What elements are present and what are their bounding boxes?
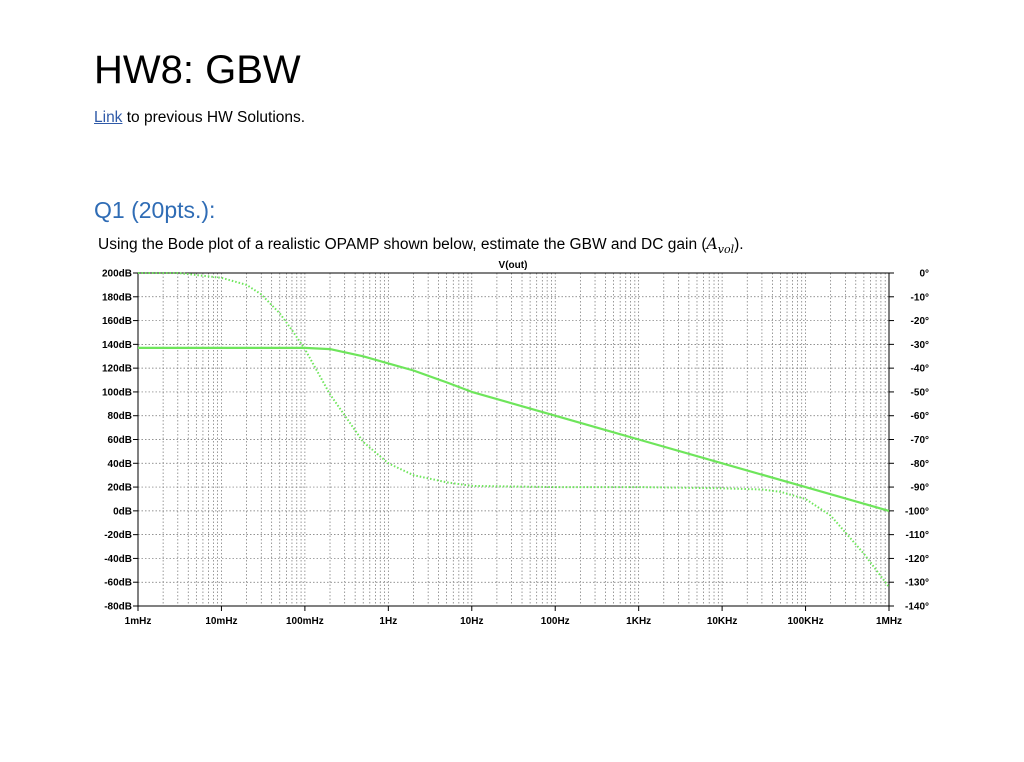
question-subscript: vol xyxy=(717,243,735,257)
y-right-tick-label: -120° xyxy=(905,554,929,565)
y-right-tick-label: -40° xyxy=(911,364,929,375)
link-line: Link to previous HW Solutions. xyxy=(94,109,305,127)
x-tick-label: 10mHz xyxy=(205,616,237,627)
x-tick-label: 10Hz xyxy=(460,616,483,627)
y-left-tick-label: 20dB xyxy=(108,483,132,494)
y-left-tick-label: 120dB xyxy=(102,364,132,375)
question-prefix: Using the Bode plot of a realistic OPAMP… xyxy=(98,236,707,253)
plot-grid xyxy=(138,273,889,606)
y-right-tick-label: -10° xyxy=(911,292,929,303)
y-left-tick-label: 180dB xyxy=(102,292,132,303)
y-left-tick-label: -80dB xyxy=(104,602,132,613)
y-right-tick-label: 0° xyxy=(919,269,929,280)
y-left-tick-label: 160dB xyxy=(102,316,132,327)
y-left-tick-label: 80dB xyxy=(108,411,132,422)
x-tick-label: 1Hz xyxy=(379,616,397,627)
x-tick-label: 1mHz xyxy=(125,616,152,627)
page-title: HW8: GBW xyxy=(94,48,301,92)
y-left-tick-label: -40dB xyxy=(104,554,132,565)
link-suffix: to previous HW Solutions. xyxy=(122,109,306,126)
y-right-tick-label: -50° xyxy=(911,387,929,398)
x-tick-label: 100Hz xyxy=(541,616,570,627)
y-right-tick-label: -80° xyxy=(911,459,929,470)
y-left-tick-label: -20dB xyxy=(104,530,132,541)
phase-trace xyxy=(138,272,890,588)
y-right-tick-label: -90° xyxy=(911,483,929,494)
question-variable: A xyxy=(706,235,718,253)
y-left-tick-label: 140dB xyxy=(102,340,132,351)
x-tick-label: 10KHz xyxy=(707,616,738,627)
x-tick-label: 100mHz xyxy=(286,616,324,627)
question-text: Using the Bode plot of a realistic OPAMP… xyxy=(98,235,744,256)
axis-ticks: 1mHz 10mHz 100mHz 1Hz 10Hz 100Hz 1KHz 10KHz 100K… xyxy=(102,269,929,628)
y-right-tick-label: -60° xyxy=(911,411,929,422)
y-left-tick-label: 60dB xyxy=(108,435,132,446)
y-left-tick-label: 200dB xyxy=(102,269,132,280)
chart-title: V(out) xyxy=(499,260,528,271)
previous-solutions-link[interactable]: Link xyxy=(94,109,123,126)
y-right-tick-label: -100° xyxy=(905,506,929,517)
question-suffix: ). xyxy=(734,236,744,253)
plot-traces xyxy=(138,272,890,588)
y-left-tick-label: 100dB xyxy=(102,387,132,398)
y-left-tick-label: 40dB xyxy=(108,459,132,470)
x-tick-label: 100KHz xyxy=(787,616,823,627)
y-right-tick-label: -20° xyxy=(911,316,929,327)
y-right-tick-label: -130° xyxy=(905,578,929,589)
x-tick-label: 1MHz xyxy=(876,616,902,627)
magnitude-trace xyxy=(138,346,890,512)
question-heading: Q1 (20pts.): xyxy=(94,197,216,223)
y-left-tick-label: 0dB xyxy=(113,506,132,517)
x-tick-label: 1KHz xyxy=(626,616,651,627)
y-left-tick-label: -60dB xyxy=(104,578,132,589)
y-right-tick-label: -140° xyxy=(905,602,929,613)
y-right-tick-label: -110° xyxy=(906,530,929,541)
y-right-tick-label: -70° xyxy=(911,435,929,446)
y-right-tick-label: -30° xyxy=(911,340,929,351)
